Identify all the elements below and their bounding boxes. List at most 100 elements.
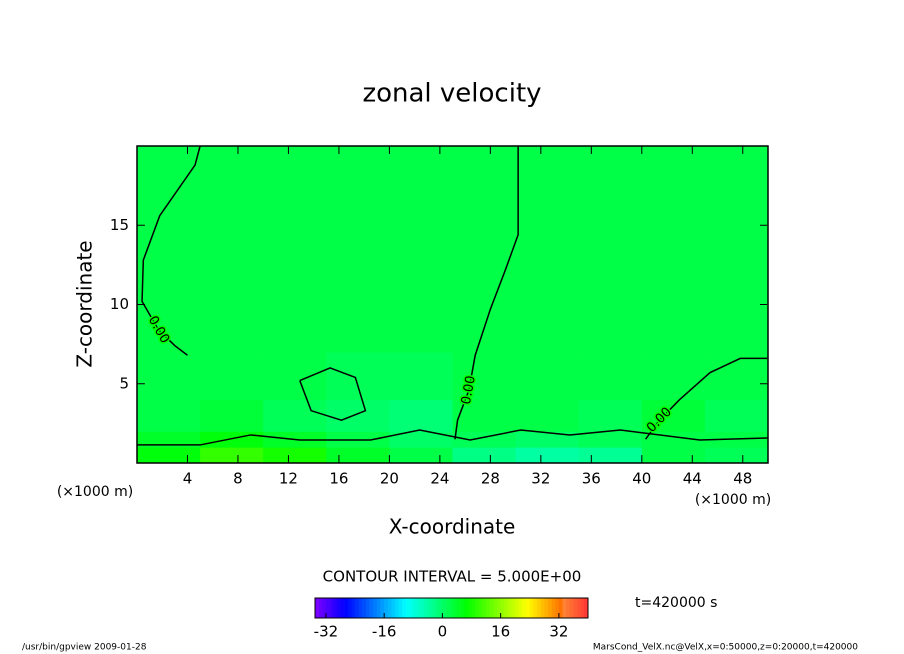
colorbar-strip (362, 598, 367, 618)
colorbar-strip (460, 598, 465, 618)
field-cell (326, 399, 390, 432)
colorbar-strip (493, 598, 498, 618)
x-tick-label: 4 (183, 470, 193, 488)
field-cell (578, 447, 643, 464)
colorbar-strip (325, 598, 330, 618)
field-cell (137, 447, 201, 464)
time-label: t=420000 s (635, 595, 717, 611)
colorbar-strip (329, 598, 334, 618)
colorbar-strip (365, 598, 370, 618)
colorbar-strip (395, 598, 400, 618)
y-axis-label: Z-coordinate (73, 240, 97, 367)
colorbar-strip (533, 598, 538, 618)
colorbar-strip (478, 598, 483, 618)
contour-line (141, 145, 201, 356)
field-cell (137, 399, 201, 432)
x-tick-label: 16 (329, 470, 348, 488)
x-tick-label: 20 (380, 470, 399, 488)
x-unit-label: (×1000 m) (57, 484, 133, 500)
footer-left: /usr/bin/gpview 2009-01-28 (22, 643, 147, 653)
colorbar-strip (438, 598, 443, 618)
colorbar-strip (555, 598, 560, 618)
colorbar-strip (340, 598, 345, 618)
colorbar-strip (449, 598, 454, 618)
colorbar-strip (577, 598, 582, 618)
field-cell (578, 146, 643, 353)
contour-line (299, 367, 367, 422)
colorbar-strip (467, 598, 472, 618)
colorbar-strip (380, 598, 385, 618)
colorbar-tick-label: 16 (491, 623, 510, 641)
colorbar-strip (507, 598, 512, 618)
x-tick-label: 44 (683, 470, 702, 488)
colorbar-strip (442, 598, 447, 618)
field-cell (578, 431, 643, 448)
x-unit-label: (×1000 m) (695, 492, 771, 508)
colorbar-strip (351, 598, 356, 618)
colorbar-strip (391, 598, 396, 618)
colorbar-strip (522, 598, 527, 618)
footer-right: MarsCond_VelX.nc@VelX,x=0:50000,z=0:2000… (593, 643, 858, 653)
colorbar-strip (427, 598, 432, 618)
field-cell (389, 352, 453, 401)
field-cell (389, 146, 453, 353)
colorbar-strip (584, 598, 589, 618)
field-cell (200, 447, 264, 464)
colorbar-strip (504, 598, 509, 618)
field-cell (263, 447, 327, 464)
colorbar-tick-label: -16 (372, 623, 397, 641)
colorbar-strip (475, 598, 480, 618)
colorbar-strip (573, 598, 578, 618)
colorbar-strip (369, 598, 374, 618)
field-cell (389, 399, 453, 432)
colorbar-strip (355, 598, 359, 618)
field-cell (641, 146, 706, 353)
x-axis-label: X-coordinate (389, 515, 516, 539)
chart-title: zonal velocity (362, 79, 541, 109)
colorbar-strip (529, 598, 534, 618)
colorbar-strip (471, 598, 476, 618)
colorbar-strip (497, 598, 501, 618)
field-cell (389, 447, 453, 464)
contour-interval: CONTOUR INTERVAL = 5.000E+00 (323, 568, 582, 586)
colorbar-strip (431, 598, 436, 618)
colorbar-strip (482, 598, 487, 618)
colorbar-strip (420, 598, 425, 618)
field-cell (704, 146, 769, 353)
contour-line (137, 429, 769, 446)
colorbar-strip (500, 598, 505, 618)
y-tick-label: 10 (110, 295, 129, 313)
colorbar-tick-label: 0 (438, 623, 448, 641)
colorbar-strip (333, 598, 338, 618)
field-cell (578, 352, 643, 401)
field-cell (326, 447, 390, 464)
colorbar-strip (486, 598, 491, 618)
x-tick-label: 36 (582, 470, 601, 488)
colorbar-strip (558, 598, 563, 618)
field-cell (326, 146, 390, 353)
colorbar-strip (446, 598, 450, 618)
colorbar-strip (453, 598, 458, 618)
colorbar-strip (413, 598, 418, 618)
field-cell (578, 399, 643, 432)
colorbar-tick-label: -32 (314, 623, 339, 641)
field-cell (515, 447, 580, 464)
colorbar-strip (402, 598, 407, 618)
x-tick-label: 8 (233, 470, 243, 488)
colorbar-strip (456, 598, 461, 618)
colorbar-strip (318, 598, 323, 618)
x-tick-label: 12 (279, 470, 298, 488)
colorbar-strip (347, 598, 352, 618)
field-cell (515, 352, 580, 401)
colorbar-strip (566, 598, 571, 618)
field-cell (200, 146, 264, 353)
colorbar-strip (406, 598, 410, 618)
field-cell (326, 352, 390, 401)
x-tick-label: 28 (481, 470, 500, 488)
colorbar-strip (569, 598, 574, 618)
colorbar-strip (384, 598, 389, 618)
colorbar-strip (551, 598, 556, 618)
colorbar-strip (424, 598, 429, 618)
field-cell (137, 352, 201, 401)
colorbar-strip (322, 598, 327, 618)
